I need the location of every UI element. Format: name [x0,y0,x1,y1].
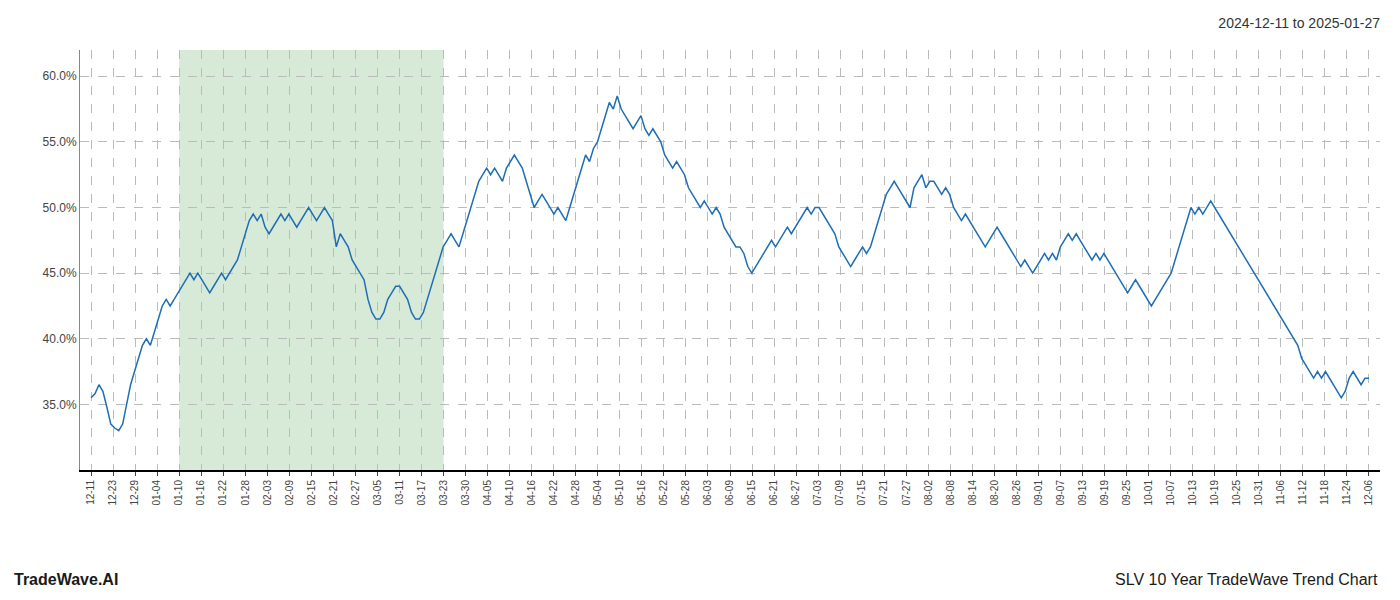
svg-text:04-10: 04-10 [504,480,515,506]
svg-text:03-17: 03-17 [416,480,427,506]
svg-text:08-20: 08-20 [989,480,1000,506]
svg-text:02-27: 02-27 [350,480,361,506]
svg-text:40.0%: 40.0% [43,332,77,346]
svg-text:11-18: 11-18 [1319,480,1330,505]
svg-text:35.0%: 35.0% [43,398,77,412]
svg-text:08-14: 08-14 [967,480,978,506]
svg-text:06-27: 06-27 [790,480,801,506]
svg-text:01-28: 01-28 [240,480,251,506]
svg-text:01-22: 01-22 [217,480,228,506]
svg-text:07-27: 07-27 [901,480,912,506]
svg-text:07-21: 07-21 [878,480,889,506]
svg-text:06-15: 06-15 [746,480,757,506]
svg-text:05-28: 05-28 [680,480,691,506]
svg-text:55.0%: 55.0% [43,135,77,149]
svg-text:02-09: 02-09 [284,480,295,506]
svg-text:04-16: 04-16 [526,480,537,506]
svg-text:2024-12-11 to 2025-01-27: 2024-12-11 to 2025-01-27 [1218,15,1380,31]
svg-text:09-13: 09-13 [1077,480,1088,506]
svg-text:07-03: 07-03 [812,480,823,506]
svg-text:06-09: 06-09 [724,480,735,506]
svg-text:10-07: 10-07 [1165,480,1176,506]
svg-text:02-03: 02-03 [262,480,273,506]
svg-text:04-28: 04-28 [570,480,581,506]
svg-text:60.0%: 60.0% [43,69,77,83]
svg-text:07-09: 07-09 [834,480,845,506]
svg-text:03-05: 03-05 [372,480,383,506]
svg-text:05-22: 05-22 [658,480,669,506]
svg-text:12-23: 12-23 [107,480,118,506]
svg-text:04-22: 04-22 [548,480,559,506]
svg-text:11-24: 11-24 [1341,480,1352,505]
svg-text:03-30: 03-30 [460,480,471,506]
svg-text:11-12: 11-12 [1297,480,1308,505]
svg-text:02-15: 02-15 [306,480,317,506]
svg-text:09-07: 09-07 [1055,480,1066,506]
svg-text:09-25: 09-25 [1121,480,1132,506]
svg-text:01-10: 01-10 [173,480,184,506]
svg-text:11-06: 11-06 [1275,480,1286,505]
svg-text:10-13: 10-13 [1187,480,1198,506]
svg-text:09-19: 09-19 [1099,480,1110,506]
svg-text:05-16: 05-16 [636,480,647,506]
svg-text:06-03: 06-03 [702,480,713,506]
svg-text:07-15: 07-15 [856,480,867,506]
svg-text:10-25: 10-25 [1231,480,1242,506]
svg-text:08-26: 08-26 [1011,480,1022,506]
svg-text:05-04: 05-04 [592,480,603,506]
svg-text:03-23: 03-23 [438,480,449,506]
svg-text:12-06: 12-06 [1363,480,1374,506]
svg-text:SLV 10 Year TradeWave Trend Ch: SLV 10 Year TradeWave Trend Chart [1115,571,1378,588]
svg-text:01-04: 01-04 [151,480,162,506]
svg-text:12-29: 12-29 [129,480,140,506]
svg-text:01-16: 01-16 [195,480,206,506]
svg-text:08-02: 08-02 [923,480,934,506]
svg-text:10-19: 10-19 [1209,480,1220,506]
svg-text:45.0%: 45.0% [43,266,77,280]
svg-text:TradeWave.AI: TradeWave.AI [14,571,118,588]
svg-text:10-31: 10-31 [1253,480,1264,506]
svg-text:04-05: 04-05 [482,480,493,506]
svg-text:50.0%: 50.0% [43,201,77,215]
svg-text:06-21: 06-21 [768,480,779,506]
svg-text:12-11: 12-11 [85,480,96,505]
svg-text:08-08: 08-08 [945,480,956,506]
svg-text:02-21: 02-21 [328,480,339,506]
svg-text:09-01: 09-01 [1033,480,1044,506]
svg-text:10-01: 10-01 [1143,480,1154,506]
svg-text:05-10: 05-10 [614,480,625,506]
svg-text:03-11: 03-11 [394,480,405,505]
